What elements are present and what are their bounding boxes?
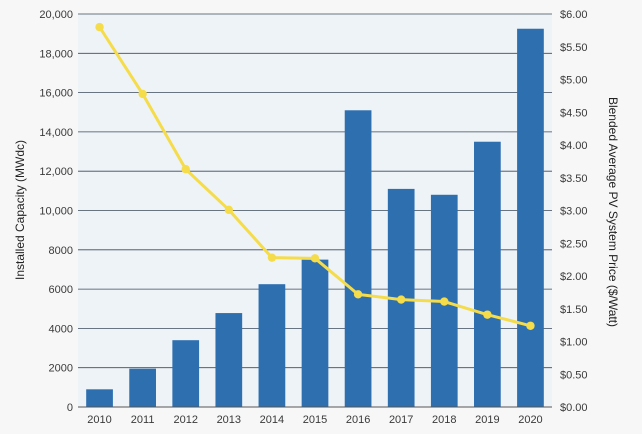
y2-tick-label: $4.00 <box>560 140 588 152</box>
y2-tick-label: $3.00 <box>560 206 588 218</box>
bar <box>344 110 372 407</box>
y2-tick-label: $2.50 <box>560 238 588 250</box>
y2-tick-label: $1.00 <box>560 337 588 349</box>
y2-tick-label: $6.00 <box>560 9 588 21</box>
line-point <box>353 290 363 299</box>
line-point <box>440 297 449 306</box>
y2-tick-label: $0.00 <box>560 402 588 414</box>
y-tick-label: 4000 <box>49 323 73 335</box>
x-tick-label: 2015 <box>303 414 327 426</box>
bar <box>86 389 113 407</box>
y-tick-label: 10,000 <box>39 206 73 218</box>
bar <box>172 340 200 407</box>
y2-tick-label: $2.00 <box>560 271 588 283</box>
bar <box>301 259 329 407</box>
bar <box>474 141 501 407</box>
bar <box>215 313 243 407</box>
y2-tick-label: $1.50 <box>560 304 588 316</box>
y-tick-label: 6000 <box>49 284 73 296</box>
x-tick-label: 2019 <box>475 414 499 426</box>
bar <box>517 28 544 408</box>
line-point <box>181 165 190 174</box>
y2-axis-title: Blended Average PV System Price ($/Watt) <box>606 97 620 327</box>
y-tick-label: 16,000 <box>39 88 73 100</box>
line-point <box>224 205 234 215</box>
y-tick-label: 8000 <box>49 245 73 257</box>
y-tick-label: 14,000 <box>39 127 73 139</box>
y-axis-title: Installed Capacity (MWdc) <box>13 140 27 280</box>
x-tick-label: 2011 <box>131 414 155 426</box>
x-tick-label: 2017 <box>389 414 413 426</box>
line-point <box>138 89 147 99</box>
line-point <box>483 310 492 319</box>
bar <box>129 368 156 407</box>
bar-series <box>86 28 544 408</box>
y2-tick-label: $3.50 <box>560 173 588 185</box>
x-tick-label: 2013 <box>217 414 241 426</box>
y-tick-label: 0 <box>67 402 73 414</box>
right-axis-ticks: $0.00 $0.50 $1.00 $1.50 $2.00 $2.50 $3.00 $3.50… <box>560 9 588 414</box>
y2-tick-label: $0.50 <box>560 369 588 381</box>
bar <box>258 284 286 407</box>
line-point <box>267 253 277 262</box>
line-point <box>310 254 320 263</box>
y-tick-label: 12,000 <box>39 166 73 178</box>
line-point <box>396 295 406 304</box>
x-tick-label: 2018 <box>432 414 456 426</box>
line-series <box>95 22 535 330</box>
line-point <box>95 22 104 32</box>
y2-tick-label: $4.50 <box>560 107 588 119</box>
line-point <box>526 321 535 330</box>
y-tick-label: 2000 <box>49 363 73 375</box>
x-tick-label: 2016 <box>346 414 370 426</box>
y-tick-label: 18,000 <box>39 48 73 60</box>
x-tick-label: 2010 <box>87 414 111 426</box>
x-tick-label: 2012 <box>173 414 197 426</box>
left-axis-ticks: 0 2000 4000 6000 8000 10,000 12,000 14,000 16,00… <box>39 9 73 414</box>
y-tick-label: 20,000 <box>39 9 73 21</box>
x-tick-label: 2014 <box>260 414 284 426</box>
y2-tick-label: $5.00 <box>560 75 588 87</box>
y2-tick-label: $5.50 <box>560 42 588 54</box>
x-tick-label: 2020 <box>518 414 542 426</box>
x-axis-ticks: 2010 2011 2012 2013 2014 2015 2016 2017 2018 2019… <box>87 414 542 426</box>
